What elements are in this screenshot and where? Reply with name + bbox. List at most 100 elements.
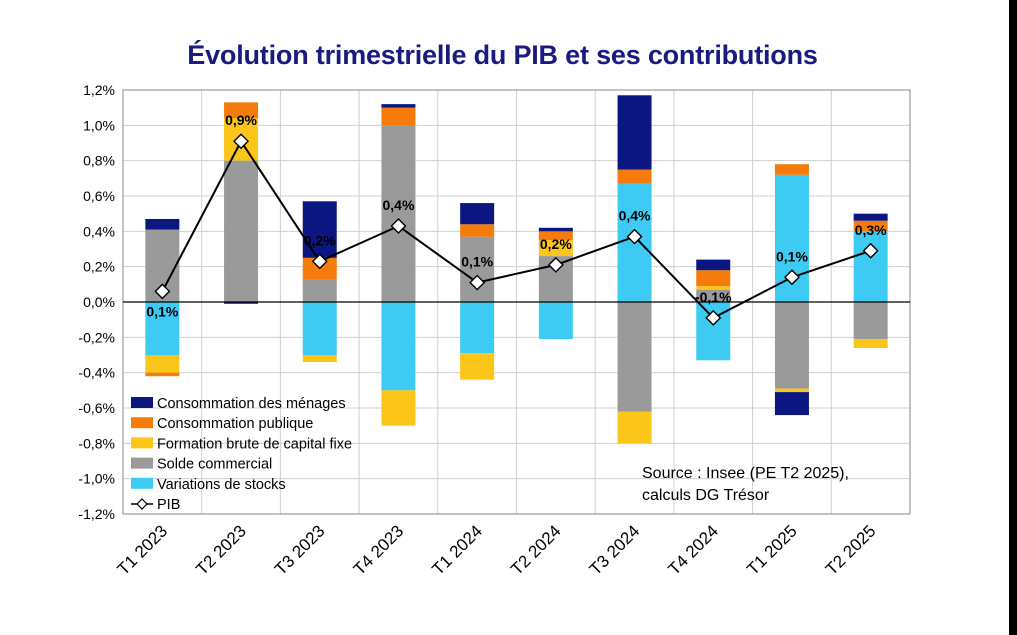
bar-segment xyxy=(696,259,731,271)
bar-segment xyxy=(617,411,652,444)
x-tick-label: T4 2024 xyxy=(665,521,723,579)
bar-segment xyxy=(145,218,180,230)
legend-label: Formation brute de capital fixe xyxy=(157,436,352,452)
pib-marker xyxy=(469,274,486,291)
legend-label: Variations de stocks xyxy=(157,477,286,493)
bar-segment xyxy=(381,125,416,302)
bar-segment xyxy=(381,104,416,108)
pib-marker xyxy=(311,253,328,270)
bar-segment xyxy=(853,213,888,221)
bar-segment xyxy=(224,160,259,302)
pib-marker xyxy=(233,133,250,150)
y-tick-label: 1,2% xyxy=(83,82,115,98)
pib-marker xyxy=(705,309,722,326)
pib-data-label: 0,4% xyxy=(382,197,414,213)
bar-segment xyxy=(224,102,259,119)
bar-segment xyxy=(460,236,495,302)
bar-segment xyxy=(853,231,888,302)
source-note: Source : Insee (PE T2 2025), calculs DG … xyxy=(642,465,849,504)
pib-data-label: 0,1% xyxy=(146,303,178,319)
bar-segment xyxy=(774,392,809,416)
source-line-2: calculs DG Trésor xyxy=(642,487,770,504)
y-tick-label: 1,0% xyxy=(83,117,115,133)
y-tick-label: 0,2% xyxy=(83,259,115,275)
y-tick-label: -0,4% xyxy=(78,365,115,381)
bar-segment xyxy=(774,388,809,393)
chart-title: Évolution trimestrielle du PIB et ses co… xyxy=(187,40,818,70)
bar-segment xyxy=(302,302,337,355)
bar-segment xyxy=(696,289,731,302)
bar-segment xyxy=(460,302,495,354)
bar-segment xyxy=(302,279,337,302)
pib-data-label: 0,9% xyxy=(225,112,257,128)
bar-segment xyxy=(696,270,731,287)
bar-segment xyxy=(460,224,495,237)
y-tick-label: -1,0% xyxy=(78,471,115,487)
bar-segment xyxy=(538,227,573,232)
y-tick-label: -1,2% xyxy=(78,506,115,522)
x-tick-label: T1 2024 xyxy=(428,521,486,579)
x-tick-label: T2 2024 xyxy=(507,521,565,579)
bar-segment xyxy=(381,390,416,426)
bar-segment xyxy=(145,302,180,355)
pib-marker xyxy=(390,218,407,235)
bar-segment xyxy=(224,302,259,304)
bar-segment xyxy=(617,169,652,184)
bars xyxy=(145,95,888,444)
x-tick-label: T4 2023 xyxy=(350,521,408,579)
y-tick-label: 0,0% xyxy=(83,294,115,310)
pib-data-label: 0,2% xyxy=(304,232,336,248)
pib-data-label: 0,3% xyxy=(855,222,887,238)
pib-data-label: 0,1% xyxy=(776,248,808,264)
y-tick-label: 0,4% xyxy=(83,223,115,239)
bar-segment xyxy=(381,302,416,391)
bar-segment xyxy=(538,231,573,241)
source-line-1: Source : Insee (PE T2 2025), xyxy=(642,465,849,482)
y-tick-label: 0,8% xyxy=(83,153,115,169)
legend: Consommation des ménages Consommation pub… xyxy=(131,396,352,513)
bar-segment xyxy=(460,203,495,225)
legend-swatch xyxy=(131,417,153,429)
pib-marker xyxy=(783,269,800,286)
bar-segment xyxy=(774,302,809,389)
bar-segment xyxy=(617,302,652,412)
legend-label: Consommation publique xyxy=(157,416,313,432)
y-tick-label: -0,6% xyxy=(78,400,115,416)
bar-segment xyxy=(381,107,416,126)
pib-marker xyxy=(626,228,643,245)
bar-segment xyxy=(302,201,337,258)
pib-marker xyxy=(862,242,879,259)
legend-swatch xyxy=(131,397,153,408)
bar-segment xyxy=(302,355,337,363)
legend-swatch xyxy=(131,437,153,449)
right-edge-border xyxy=(1009,0,1017,635)
bar-segment xyxy=(145,372,180,377)
pib-data-label: 0,2% xyxy=(540,236,572,252)
x-tick-label: T2 2025 xyxy=(822,521,880,579)
data-labels: 0,1% 0,9% 0,2% 0,4% 0,1% 0,2% 0,4% -0,1% 0,1% 0,3… xyxy=(146,112,887,319)
legend-label: Consommation des ménages xyxy=(157,396,346,412)
pib-data-label: 0,4% xyxy=(619,208,651,224)
pib-marker xyxy=(154,283,171,300)
y-tick-label: -0,2% xyxy=(78,329,115,345)
legend-swatch xyxy=(131,457,153,469)
bar-segment xyxy=(853,302,888,340)
pib-line xyxy=(154,133,879,326)
legend-swatch xyxy=(131,477,153,489)
legend-label: PIB xyxy=(157,497,180,513)
x-tick-label: T2 2023 xyxy=(192,521,250,579)
bar-segment xyxy=(145,355,180,373)
bar-segment xyxy=(538,302,573,340)
bar-segment xyxy=(696,286,731,290)
x-tick-label: T3 2024 xyxy=(586,521,644,579)
bar-segment xyxy=(617,95,652,170)
pib-data-label: 0,1% xyxy=(461,254,493,270)
bar-segment xyxy=(538,240,573,257)
pib-series-line xyxy=(161,139,871,320)
y-tick-label: 0,6% xyxy=(83,188,115,204)
pib-data-label: -0,1% xyxy=(695,289,732,305)
pib-marker xyxy=(547,256,564,273)
bar-segment xyxy=(853,220,888,232)
